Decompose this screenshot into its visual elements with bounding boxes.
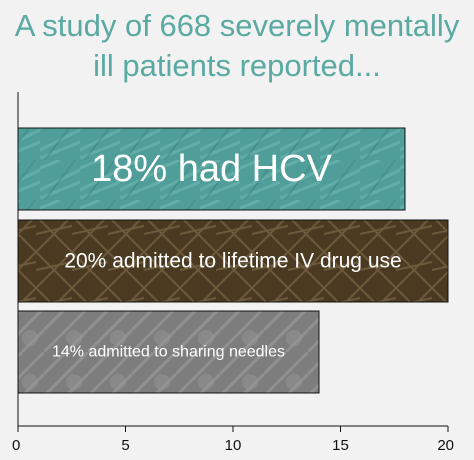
- bar-label-1: 18% had HCV: [91, 148, 332, 190]
- x-tick-label-2: 5: [121, 437, 129, 454]
- x-tick-label-4: 15: [332, 437, 349, 454]
- x-tick-label-1: 0: [12, 437, 20, 454]
- x-tick-label-3: 10: [225, 437, 242, 454]
- chart-title: A study of 668 severely mentally ill pat…: [0, 6, 474, 86]
- chart-title-line-1: A study of 668 severely mentally: [14, 8, 460, 43]
- bar-label-2: 20% admitted to lifetime IV drug use: [64, 250, 401, 273]
- chart-title-line-2: ill patients reported...: [93, 48, 381, 83]
- bar-3: [17, 310, 320, 394]
- x-tick-label-5: 20: [437, 437, 454, 454]
- bar-2: [17, 219, 449, 303]
- bar-1: [17, 127, 406, 211]
- bar-label-3: 14% admitted to sharing needles: [52, 344, 285, 361]
